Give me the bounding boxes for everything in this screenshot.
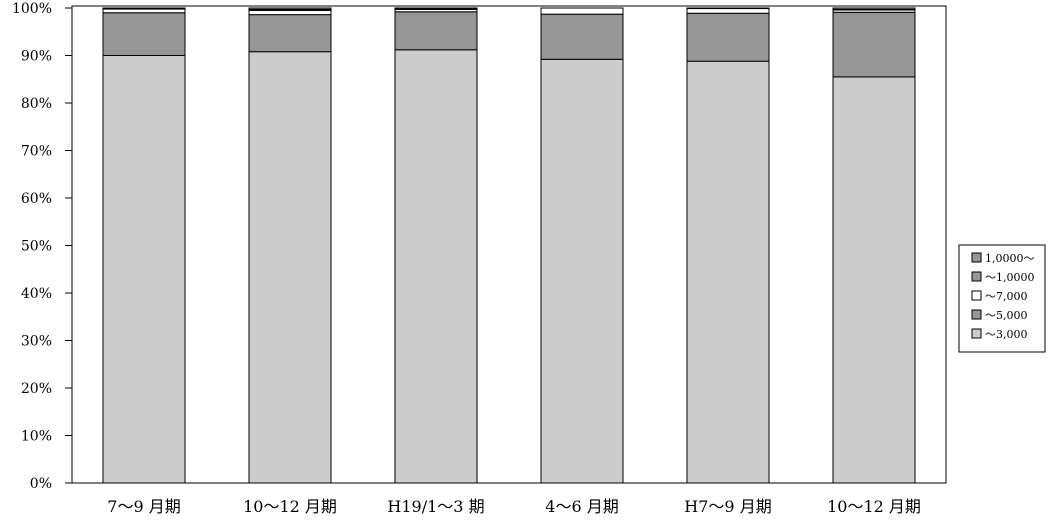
bar-segment-5 <box>102 7 186 10</box>
y-tick-label: 70% <box>21 144 52 160</box>
legend-swatch <box>971 328 982 339</box>
bar-segment-5 <box>394 7 478 10</box>
legend: 1,0000～ ～1,0000 ～7,000 ～5,000 ～3,000 <box>958 244 1046 353</box>
legend-swatch <box>971 252 982 263</box>
legend-swatch <box>971 309 982 320</box>
bar-segment-5 <box>832 7 916 10</box>
y-tick-label: 0% <box>30 476 52 492</box>
legend-label: ～3,000 <box>985 328 1028 341</box>
x-category-label: H7～9 月期 <box>684 497 771 516</box>
bar-segment-2 <box>102 12 186 56</box>
bar-segment-1 <box>540 58 624 484</box>
x-category-label: 10～12 月期 <box>243 497 337 516</box>
y-tick-label: 90% <box>21 49 52 65</box>
y-axis: 0% 10% 20% 30% 40% 50% 60% 70% 80% 90% 100% <box>12 1 72 492</box>
legend-label: ～7,000 <box>985 290 1028 303</box>
x-category-label: 7～9 月期 <box>107 497 180 516</box>
bar-segment-1 <box>832 76 916 484</box>
bars <box>102 7 916 484</box>
bar-segment-2 <box>832 11 916 78</box>
bar-segment-2 <box>394 11 478 51</box>
y-tick-label: 60% <box>21 191 52 207</box>
legend-swatch <box>971 271 982 282</box>
bar-segment-1 <box>248 51 332 484</box>
bar-segment-2 <box>686 12 770 62</box>
legend-label: 1,0000～ <box>985 252 1035 265</box>
y-tick-label: 10% <box>21 429 52 445</box>
legend-label: ～5,000 <box>985 309 1028 322</box>
y-tick-label: 40% <box>21 286 52 302</box>
legend-label: ～1,0000 <box>985 271 1035 284</box>
bar-segment-1 <box>102 55 186 484</box>
y-tick-label: 50% <box>21 239 52 255</box>
plot-area <box>71 5 947 484</box>
bar-segment-1 <box>686 60 770 484</box>
y-tick-label: 20% <box>21 381 52 397</box>
x-axis-labels: 7～9 月期 10～12 月期 H19/1～3 期 4～6 月期 H7～9 月期 10～1… <box>107 497 921 516</box>
bar-segment-2 <box>540 13 624 60</box>
x-category-label: 4～6 月期 <box>545 497 618 516</box>
bar-segment-1 <box>394 49 478 484</box>
bar-segment-2 <box>248 14 332 53</box>
bar-segment-5 <box>248 7 332 10</box>
y-tick-label: 100% <box>12 1 52 17</box>
y-tick-label: 30% <box>21 334 52 350</box>
bar-segment-4 <box>686 7 770 10</box>
y-tick-label: 80% <box>21 96 52 112</box>
x-category-label: H19/1～3 期 <box>387 497 484 516</box>
legend-swatch <box>971 290 982 301</box>
bar-segment-3 <box>540 7 624 15</box>
x-category-label: 10～12 月期 <box>827 497 921 516</box>
bar-segment-3 <box>686 7 770 14</box>
bar-segment-3 <box>248 9 332 16</box>
